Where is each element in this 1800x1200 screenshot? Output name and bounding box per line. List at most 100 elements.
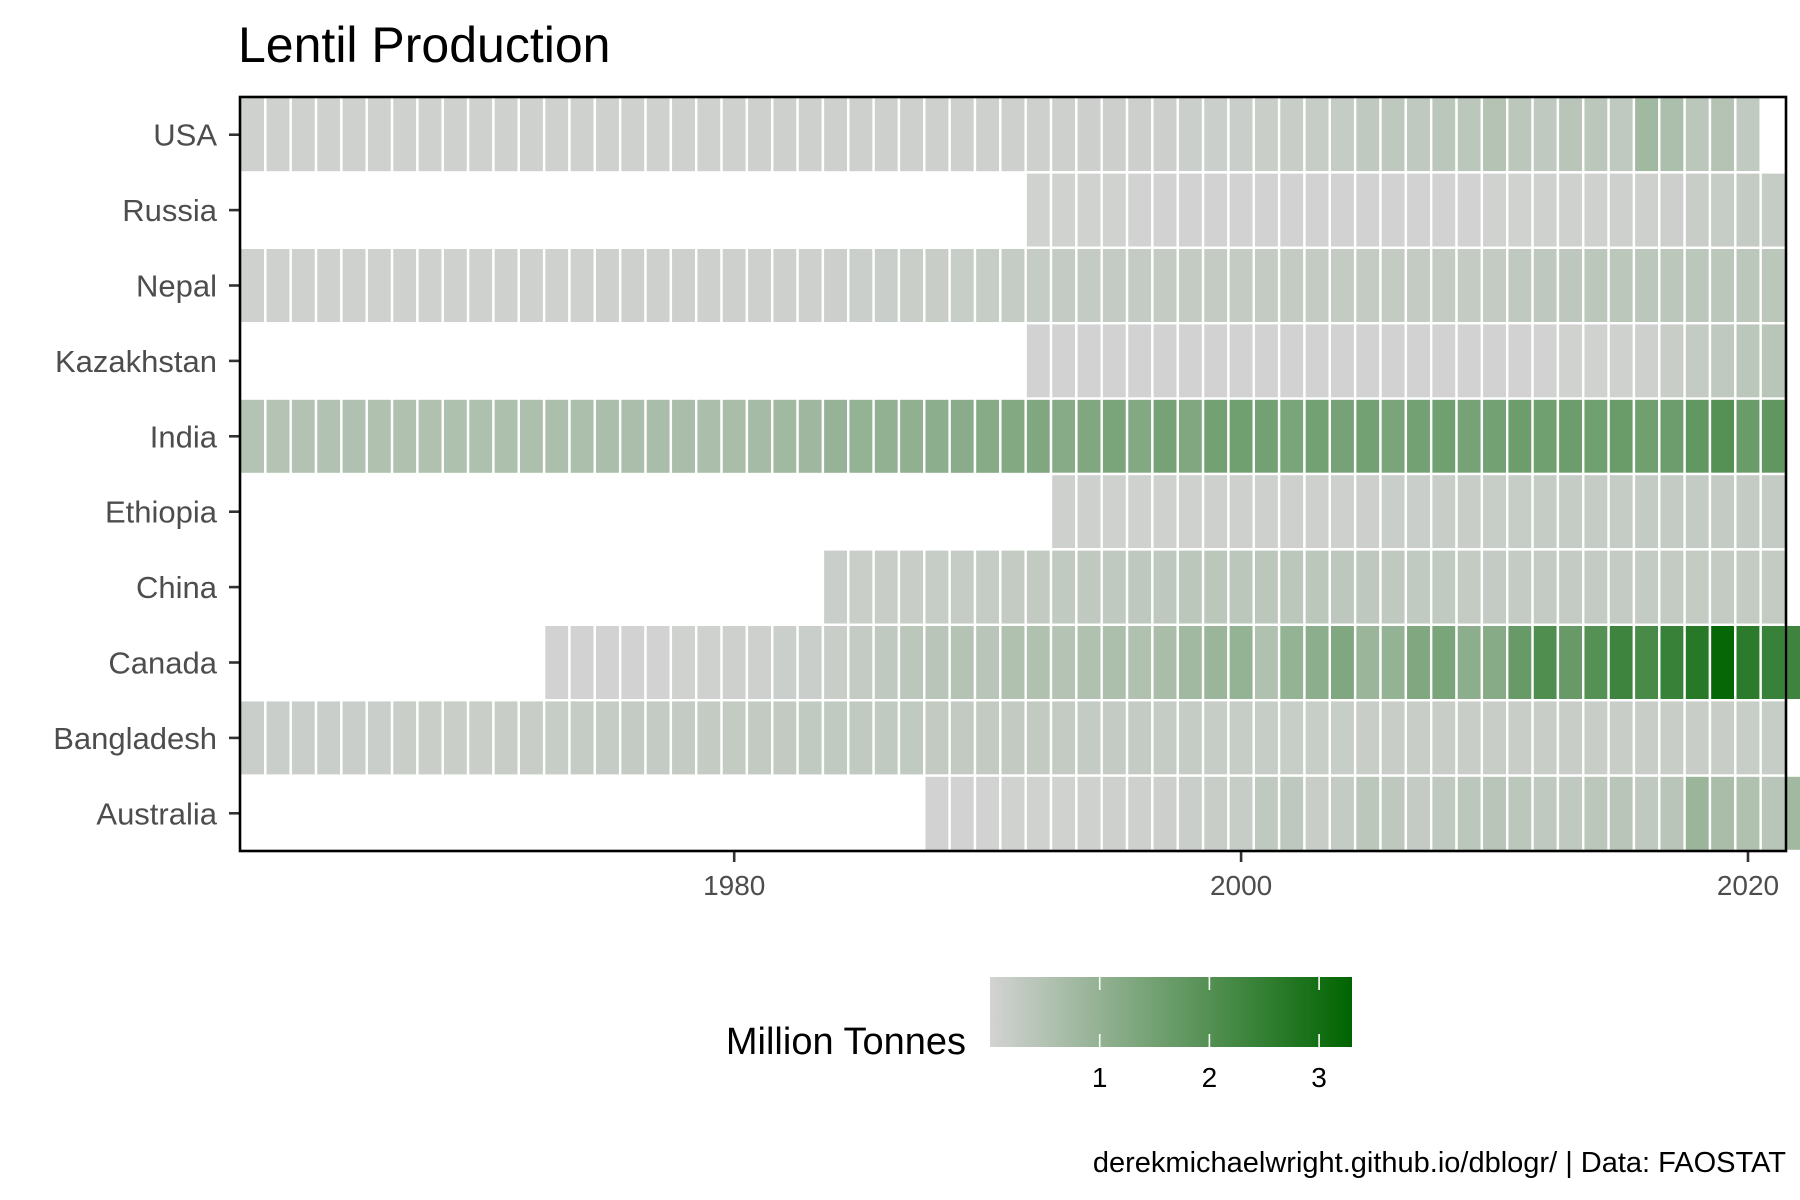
- heatmap-cell: [1658, 95, 1686, 174]
- heatmap-cell: [1303, 548, 1331, 627]
- heatmap-cell: [1683, 171, 1712, 249]
- heatmap-cell: [1049, 322, 1078, 400]
- heatmap-cell: [1404, 548, 1433, 627]
- heatmap-cell: [897, 246, 926, 325]
- heatmap-cell: [542, 246, 571, 325]
- heatmap-cell: [1049, 774, 1078, 853]
- heatmap-cell: [1480, 246, 1509, 325]
- heatmap-cells: [238, 95, 1800, 853]
- heatmap-cell: [1734, 774, 1762, 853]
- heatmap-cell: [897, 95, 926, 174]
- heatmap-cell: [1632, 548, 1661, 627]
- heatmap-cell: [872, 548, 901, 627]
- heatmap-cell: [1759, 322, 1788, 400]
- heatmap-cell: [1404, 246, 1433, 325]
- heatmap-cell: [923, 95, 951, 174]
- heatmap-cell: [1303, 774, 1331, 853]
- legend-ticks: 1 2 3: [1092, 977, 1327, 1093]
- heatmap-cell: [1404, 774, 1433, 853]
- heatmap-cell: [1176, 472, 1205, 551]
- heatmap-cell: [847, 699, 875, 777]
- heatmap-cell: [872, 397, 901, 476]
- heatmap-cell: [720, 623, 749, 702]
- heatmap-cell: [1658, 548, 1686, 627]
- heatmap-cell: [1658, 774, 1686, 853]
- heatmap-cell: [771, 95, 799, 174]
- heatmap-cell: [1759, 472, 1788, 551]
- heatmap-cell: [1708, 322, 1737, 400]
- heatmap-cell: [1658, 171, 1686, 249]
- heatmap-cell: [1683, 774, 1712, 853]
- heatmap-cell: [1429, 397, 1458, 476]
- heatmap-cell: [1075, 95, 1103, 174]
- heatmap-cell: [1100, 774, 1129, 853]
- heatmap-cell: [1734, 171, 1762, 249]
- heatmap-cell: [1531, 397, 1560, 476]
- heatmap-cell: [466, 397, 495, 476]
- heatmap-cell: [1658, 623, 1686, 702]
- heatmap-cell: [1353, 322, 1382, 400]
- heatmap-cell: [948, 397, 977, 476]
- heatmap-cell: [1201, 472, 1230, 551]
- chart-title: Lentil Production: [238, 17, 610, 73]
- heatmap-cell: [1353, 699, 1382, 777]
- heatmap-cell: [390, 95, 419, 174]
- heatmap-cell: [821, 246, 850, 325]
- heatmap-cell: [1125, 322, 1154, 400]
- heatmap-cell: [1151, 774, 1179, 853]
- heatmap-cell: [669, 246, 698, 325]
- x-axis: 1980 2000 2020: [703, 851, 1779, 901]
- heatmap-cell: [1303, 397, 1331, 476]
- heatmap-cell: [441, 95, 470, 174]
- heatmap-cell: [1277, 548, 1306, 627]
- heatmap-cell: [1531, 95, 1560, 174]
- heatmap-cell: [1379, 623, 1408, 702]
- heatmap-cell: [1759, 623, 1788, 702]
- heatmap-cell: [466, 95, 495, 174]
- heatmap-cell: [517, 95, 546, 174]
- heatmap-cell: [695, 699, 723, 777]
- heatmap-cell: [1759, 774, 1788, 853]
- heatmap-cell: [1049, 472, 1078, 551]
- heatmap-cell: [973, 548, 1002, 627]
- heatmap-cell: [1277, 95, 1306, 174]
- heatmap-cell: [340, 246, 368, 325]
- heatmap-cell: [1201, 95, 1230, 174]
- y-tick-label: Ethiopia: [105, 495, 218, 530]
- heatmap-cell: [847, 95, 875, 174]
- heatmap-cell: [1632, 623, 1661, 702]
- heatmap-cell: [1277, 472, 1306, 551]
- heatmap-cell: [1632, 171, 1661, 249]
- heatmap-cell: [1506, 548, 1534, 627]
- heatmap-cell: [1049, 397, 1078, 476]
- heatmap-cell: [1379, 699, 1408, 777]
- heatmap-cell: [1734, 548, 1762, 627]
- heatmap-cell: [1683, 397, 1712, 476]
- heatmap-cell: [999, 95, 1027, 174]
- heatmap-cell: [1455, 95, 1484, 174]
- heatmap-cell: [1658, 699, 1686, 777]
- heatmap-cell: [1125, 548, 1154, 627]
- heatmap-cell: [1759, 246, 1788, 325]
- heatmap-cell: [340, 699, 368, 777]
- heatmap-cell: [1429, 322, 1458, 400]
- heatmap-cell: [1607, 699, 1636, 777]
- heatmap-cell: [1455, 699, 1484, 777]
- heatmap-cell: [365, 95, 394, 174]
- heatmap-cell: [1683, 699, 1712, 777]
- heatmap-cell: [1734, 397, 1762, 476]
- heatmap-cell: [745, 699, 774, 777]
- heatmap-cell: [568, 397, 597, 476]
- heatmap-cell: [948, 95, 977, 174]
- heatmap-cell: [999, 246, 1027, 325]
- heatmap-cell: [1404, 397, 1433, 476]
- heatmap-cell: [1506, 774, 1534, 853]
- heatmap-cell: [1556, 322, 1585, 400]
- heatmap-cell: [1556, 623, 1585, 702]
- heatmap-cell: [821, 699, 850, 777]
- heatmap-cell: [745, 246, 774, 325]
- heatmap-cell: [1632, 246, 1661, 325]
- heatmap-cell: [1632, 95, 1661, 174]
- heatmap-cell: [796, 699, 825, 777]
- heatmap-cell: [1151, 322, 1179, 400]
